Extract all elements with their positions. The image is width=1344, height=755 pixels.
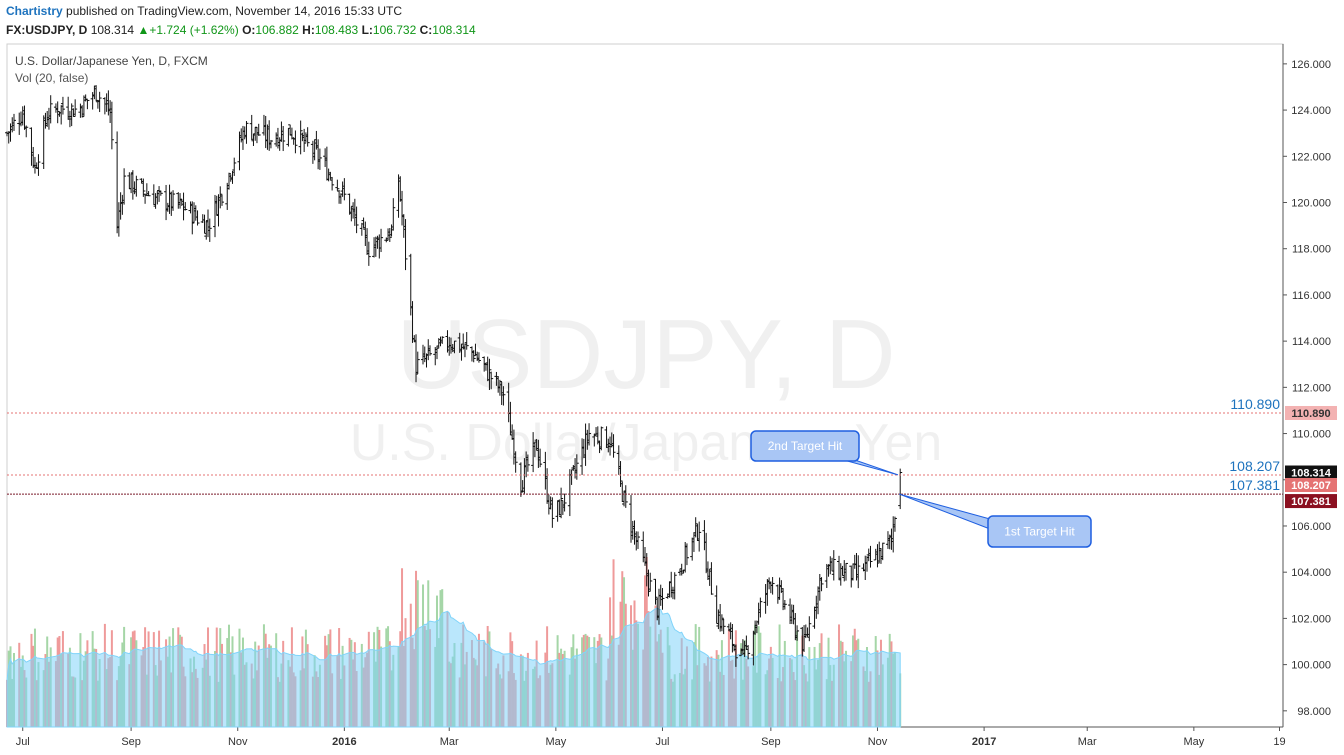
- open-label: O:: [242, 23, 256, 37]
- callout-1st-target-text: 1st Target Hit: [1004, 525, 1075, 539]
- y-tick-label-14: 98.000: [1297, 706, 1331, 718]
- x-tick-label-6: Jul: [655, 736, 669, 748]
- callout-2nd-target-text: 2nd Target Hit: [768, 439, 843, 453]
- badge-110890-bg: [1285, 405, 1337, 420]
- annotations: 2nd Target Hit 1st Target Hit: [750, 430, 1092, 548]
- y-tick-label-1: 124.000: [1291, 105, 1331, 117]
- ohlc-header: FX:USDJPY, D 108.314 ▲+1.724 (+1.62%) O:…: [6, 23, 476, 37]
- x-tick-label-12: 19: [1273, 736, 1285, 748]
- close-label: C:: [419, 23, 433, 37]
- level-text-0: 110.890: [1230, 396, 1280, 412]
- level-text-1: 108.207: [1229, 458, 1280, 474]
- price-axis-ticks: 126.000 124.000 122.000 120.000 118.000 116.0…: [1283, 59, 1331, 718]
- high-label: H:: [302, 23, 315, 37]
- low-label: L:: [361, 23, 373, 37]
- badge-last-price: 108.314: [1291, 468, 1332, 480]
- y-tick-label-0: 126.000: [1291, 59, 1331, 71]
- level-text-2: 107.381: [1229, 477, 1280, 493]
- y-tick-label-12: 102.000: [1291, 613, 1331, 625]
- callout-2nd-target-box: [750, 430, 860, 462]
- open-value: 106.882: [255, 23, 299, 37]
- volume-legend[interactable]: Vol (20, false): [15, 71, 88, 85]
- volume-pane: [6, 557, 902, 728]
- publish-header: Chartistry published on TradingView.com,…: [6, 4, 402, 18]
- author-link[interactable]: Chartistry: [6, 4, 63, 18]
- badge-107381-bg: [1285, 494, 1337, 509]
- price-series: [5, 85, 903, 667]
- y-tick-label-8: 110.000: [1292, 429, 1331, 441]
- x-tick-label-5: May: [545, 736, 566, 748]
- badge-107381: 107.381: [1291, 496, 1331, 508]
- price-change: +1.724 (+1.62%): [149, 23, 239, 37]
- high-value: 108.483: [314, 23, 359, 37]
- x-tick-label-9: 2017: [972, 736, 996, 748]
- y-tick-label-5: 116.000: [1292, 290, 1331, 302]
- y-tick-label-3: 120.000: [1291, 197, 1331, 209]
- time-axis-ticks: Jul Sep Nov 2016 Mar May Jul Sep Nov 2017 Mar May 19: [16, 727, 1286, 748]
- x-tick-label-7: Sep: [761, 736, 781, 748]
- y-tick-label-10: 106.000: [1291, 521, 1331, 533]
- last-price: 108.314: [90, 23, 135, 37]
- volume-ma-area: [6, 607, 901, 728]
- y-tick-label-11: 104.000: [1291, 567, 1331, 579]
- instrument-legend[interactable]: U.S. Dollar/Japanese Yen, D, FXCM: [15, 54, 208, 68]
- x-tick-label-4: Mar: [440, 736, 459, 748]
- y-tick-label-6: 114.000: [1292, 336, 1331, 348]
- badge-110890: 110.890: [1291, 408, 1330, 420]
- badge-last-price-bg: [1285, 465, 1337, 480]
- y-tick-label-7: 112.000: [1292, 382, 1331, 394]
- badge-108207: 108.207: [1291, 480, 1331, 492]
- x-tick-label-1: Sep: [121, 736, 141, 748]
- badge-108207-bg: [1285, 477, 1337, 492]
- callout-1st-target-box: [987, 515, 1092, 548]
- low-value: 106.732: [372, 23, 417, 37]
- watermark-symbol: USDJPY, D: [396, 299, 895, 409]
- y-tick-label-4: 118.000: [1292, 244, 1331, 256]
- x-tick-label-10: Mar: [1078, 736, 1097, 748]
- x-tick-label-0: Jul: [16, 736, 30, 748]
- close-value: 108.314: [432, 23, 476, 37]
- price-levels: 110.890108.207107.381110.890108.314108.2…: [7, 396, 1337, 509]
- up-arrow-icon: ▲: [137, 23, 150, 37]
- x-tick-label-8: Nov: [868, 736, 888, 748]
- symbol-label[interactable]: FX:USDJPY, D: [6, 23, 88, 37]
- publish-info: published on TradingView.com, November 1…: [66, 4, 403, 18]
- y-tick-label-13: 100.000: [1291, 660, 1331, 672]
- y-tick-label-2: 122.000: [1291, 151, 1331, 163]
- x-tick-label-2: Nov: [228, 736, 248, 748]
- x-tick-label-11: May: [1183, 736, 1204, 748]
- x-tick-label-3: 2016: [332, 736, 356, 748]
